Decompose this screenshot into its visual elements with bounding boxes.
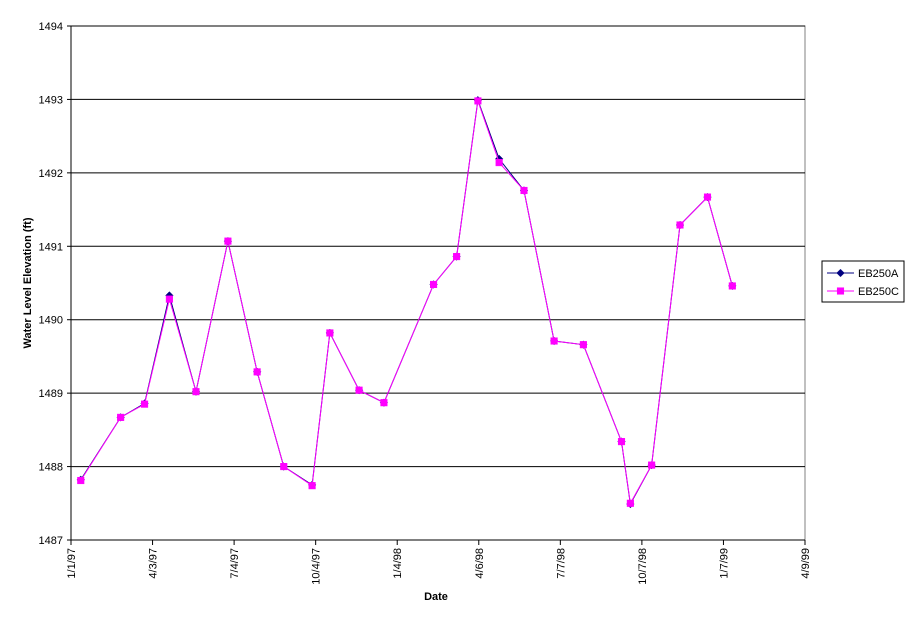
y-tick-label: 1491	[39, 241, 63, 253]
data-point-eb250c	[308, 482, 316, 490]
x-tick-label: 1/7/99	[718, 548, 730, 579]
data-point-eb250c	[430, 280, 438, 289]
legend-box	[821, 260, 905, 303]
legend-item-eb250c: EB250C	[827, 286, 899, 298]
data-point-eb250c	[474, 97, 482, 105]
data-point-eb250c	[648, 461, 656, 469]
x-axis-title: Date	[424, 591, 448, 603]
legend-label-eb250c: EB250C	[858, 286, 899, 298]
data-point-eb250c	[326, 329, 334, 337]
legend-marker-eb250a	[836, 268, 845, 278]
legend-item-eb250a: EB250A	[827, 268, 899, 280]
legend-items: EB250A EB250C	[827, 268, 899, 298]
data-point-eb250c	[165, 295, 173, 303]
data-point-eb250c	[117, 413, 125, 421]
y-tick-label: 1488	[39, 462, 63, 474]
data-point-eb250c	[617, 438, 626, 446]
data-point-eb250c	[579, 341, 587, 349]
x-tick-label: 10/7/98	[637, 548, 649, 585]
data-point-eb250c	[495, 159, 503, 167]
data-point-eb250c	[253, 368, 261, 376]
x-tick-label: 7/7/98	[555, 548, 567, 579]
series-layer	[76, 96, 737, 509]
y-tick-label: 1489	[39, 388, 63, 400]
legend-marker-eb250c	[836, 287, 845, 295]
x-tick-labels: 1/1/97 4/3/97 7/4/97 10/4/97 1/4/98 4/6/98 7/7…	[66, 548, 812, 585]
data-point-eb250c	[224, 237, 232, 245]
y-tick-label: 1490	[39, 315, 63, 327]
data-point-eb250c	[380, 399, 388, 407]
y-tick-labels: 1487 1488 1489 1490 1491 1492 1493 1494	[39, 21, 63, 547]
x-tick-label: 1/4/98	[392, 548, 404, 579]
x-tick-label: 1/1/97	[66, 548, 78, 579]
x-tick-label: 7/4/97	[229, 548, 241, 579]
x-tick-label: 10/4/97	[311, 548, 323, 585]
data-point-eb250c	[141, 400, 149, 408]
y-tick-label: 1493	[39, 94, 63, 106]
data-point-eb250c	[703, 193, 712, 201]
x-tick-label: 4/9/99	[800, 548, 812, 579]
data-point-eb250c	[355, 386, 363, 394]
plot-area	[70, 25, 806, 541]
axes	[67, 25, 806, 545]
series-eb250c	[77, 97, 736, 507]
data-point-eb250c	[728, 282, 736, 290]
legend: EB250A EB250C	[821, 260, 905, 303]
data-point-eb250c	[676, 221, 684, 229]
data-point-eb250c	[520, 186, 528, 195]
y-tick-label: 1494	[39, 21, 63, 33]
data-point-eb250c	[550, 337, 558, 345]
y-tick-label: 1492	[39, 168, 63, 180]
legend-label-eb250a: EB250A	[858, 268, 899, 280]
y-axis-title: Water Level Elevation (ft)	[22, 217, 34, 348]
data-point-eb250c	[77, 476, 85, 485]
x-tick-label: 4/6/98	[474, 548, 486, 579]
data-point-eb250c	[453, 253, 461, 261]
data-point-eb250c	[192, 388, 200, 396]
y-tick-label: 1487	[39, 535, 63, 547]
x-tick-label: 4/3/97	[148, 548, 160, 579]
data-point-eb250c	[626, 499, 634, 507]
data-point-eb250c	[280, 463, 288, 471]
